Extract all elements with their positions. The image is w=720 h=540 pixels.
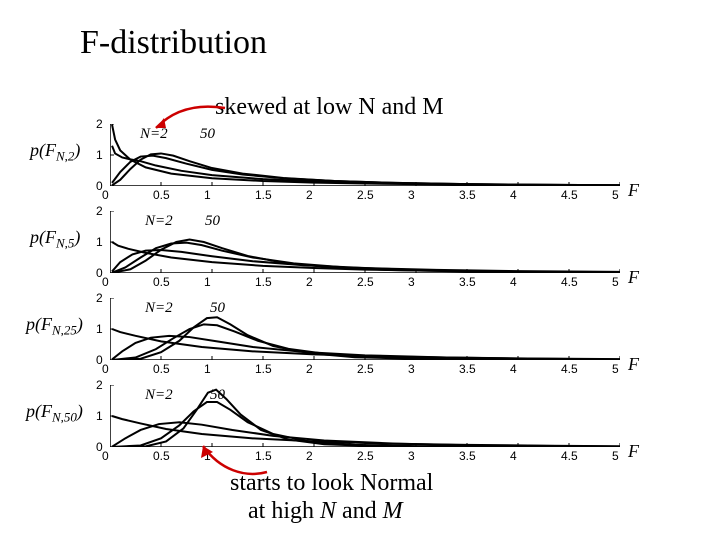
yaxis-label: p(FN,2): [30, 140, 80, 165]
curve-N50: [112, 317, 620, 360]
chart-svg: [110, 298, 620, 360]
xtick-label: 2.5: [357, 362, 374, 376]
annotation-normal: starts to look Normal at high N and M: [230, 470, 433, 525]
slide-title: F-distribution: [80, 24, 267, 62]
xtick-label: 3.5: [459, 449, 476, 463]
chart-panel-4: 00.511.522.533.544.55012N=250: [110, 385, 620, 447]
xtick-label: 3: [408, 449, 415, 463]
chart-panel-2: 00.511.522.533.544.55012N=250: [110, 211, 620, 273]
xtick-label: 2.5: [357, 275, 374, 289]
chart-svg: [110, 385, 620, 447]
xtick-label: 0.5: [153, 188, 170, 202]
curve-label-n2: N=2: [145, 387, 173, 404]
curve-N5: [112, 422, 620, 446]
xaxis-label-F: F: [628, 441, 639, 462]
ytick-label: 1: [96, 322, 103, 336]
xtick-label: 3: [408, 362, 415, 376]
xtick-label: 3.5: [459, 275, 476, 289]
ytick-label: 1: [96, 235, 103, 249]
arrow-normal: [195, 438, 275, 478]
xtick-label: 5: [612, 188, 619, 202]
xtick-label: 0: [102, 188, 109, 202]
xtick-label: 3: [408, 188, 415, 202]
chart-panel-3: 00.511.522.533.544.55012N=250: [110, 298, 620, 360]
ytick-label: 2: [96, 291, 103, 305]
xtick-label: 0.5: [153, 449, 170, 463]
arrow-skewed: [150, 106, 230, 136]
ytick-label: 2: [96, 378, 103, 392]
curve-N25: [112, 402, 620, 447]
xtick-label: 4: [510, 362, 517, 376]
annotation-normal-line2: at high N and M: [248, 498, 403, 524]
xtick-label: 2.5: [357, 188, 374, 202]
xtick-label: 5: [612, 362, 619, 376]
xtick-label: 4.5: [561, 362, 578, 376]
xaxis-label-F: F: [628, 267, 639, 288]
curve-label-n2: N=2: [145, 213, 173, 230]
xtick-label: 4: [510, 188, 517, 202]
xtick-label: 4.5: [561, 275, 578, 289]
xtick-label: 4: [510, 449, 517, 463]
xtick-label: 2: [306, 449, 313, 463]
ytick-label: 0: [96, 440, 103, 454]
chart-svg: [110, 211, 620, 273]
yaxis-label: p(FN,50): [26, 401, 83, 426]
xtick-label: 0: [102, 275, 109, 289]
curve-label-50: 50: [210, 387, 225, 404]
xtick-label: 2: [306, 275, 313, 289]
xtick-label: 4.5: [561, 188, 578, 202]
xtick-label: 1: [204, 362, 211, 376]
xtick-label: 3: [408, 275, 415, 289]
xtick-label: 2: [306, 362, 313, 376]
xtick-label: 1: [204, 275, 211, 289]
ytick-label: 0: [96, 353, 103, 367]
xaxis-label-F: F: [628, 180, 639, 201]
ytick-label: 2: [96, 117, 103, 131]
curve-label-50: 50: [205, 213, 220, 230]
annotation-skewed: skewed at low N and M: [215, 94, 444, 121]
xtick-label: 0: [102, 362, 109, 376]
xtick-label: 4.5: [561, 449, 578, 463]
yaxis-label: p(FN,25): [26, 314, 83, 339]
curve-N5: [112, 146, 620, 186]
xtick-label: 3.5: [459, 362, 476, 376]
xaxis-label-F: F: [628, 354, 639, 375]
xtick-label: 1.5: [255, 188, 272, 202]
curve-N50: [112, 153, 620, 185]
ytick-label: 0: [96, 179, 103, 193]
ytick-label: 1: [96, 409, 103, 423]
xtick-label: 2: [306, 188, 313, 202]
curve-label-50: 50: [210, 300, 225, 317]
xtick-label: 0.5: [153, 275, 170, 289]
curve-label-n2: N=2: [145, 300, 173, 317]
xtick-label: 5: [612, 449, 619, 463]
xtick-label: 0.5: [153, 362, 170, 376]
slide-root: { "title": { "text": "F-distribution", "…: [0, 0, 720, 540]
xtick-label: 2.5: [357, 449, 374, 463]
xtick-label: 1.5: [255, 275, 272, 289]
xtick-label: 5: [612, 275, 619, 289]
curve-N50: [112, 390, 620, 447]
yaxis-label: p(FN,5): [30, 227, 80, 252]
ytick-label: 2: [96, 204, 103, 218]
xtick-label: 3.5: [459, 188, 476, 202]
xtick-label: 4: [510, 275, 517, 289]
xtick-label: 1.5: [255, 362, 272, 376]
ytick-label: 0: [96, 266, 103, 280]
xtick-label: 1: [204, 188, 211, 202]
xtick-label: 0: [102, 449, 109, 463]
ytick-label: 1: [96, 148, 103, 162]
